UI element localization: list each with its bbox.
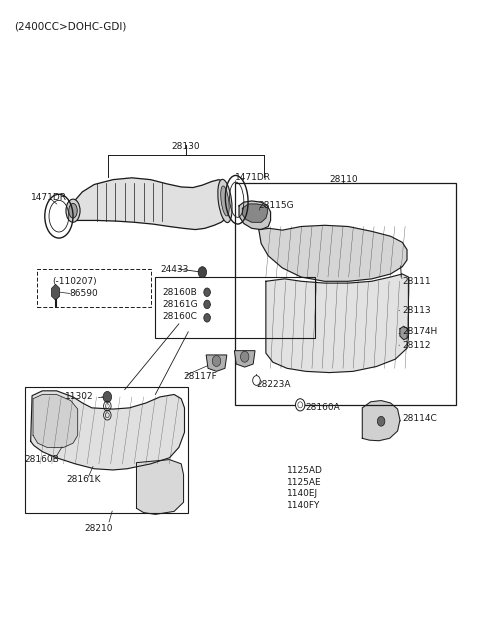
Text: 28110: 28110	[329, 175, 358, 184]
Text: 28161K: 28161K	[66, 475, 100, 484]
Text: 28113: 28113	[402, 306, 431, 315]
Polygon shape	[259, 225, 407, 281]
Ellipse shape	[69, 204, 77, 218]
Circle shape	[103, 391, 111, 402]
Polygon shape	[239, 201, 271, 230]
Polygon shape	[51, 284, 60, 300]
Circle shape	[296, 399, 305, 411]
Polygon shape	[33, 394, 78, 447]
Text: 24433: 24433	[160, 265, 189, 274]
Text: 1471DR: 1471DR	[235, 173, 271, 183]
Text: 1471DR: 1471DR	[31, 193, 67, 202]
Polygon shape	[74, 178, 224, 230]
Polygon shape	[266, 274, 408, 373]
Ellipse shape	[66, 199, 80, 222]
Circle shape	[377, 417, 385, 426]
Text: 28117F: 28117F	[183, 372, 217, 381]
Bar	[235, 183, 456, 405]
Circle shape	[204, 314, 210, 322]
Text: 28115G: 28115G	[259, 201, 294, 211]
Bar	[37, 269, 151, 307]
Text: 11302: 11302	[65, 392, 94, 401]
Circle shape	[204, 300, 210, 309]
Polygon shape	[362, 401, 400, 441]
Circle shape	[212, 356, 221, 366]
Text: 1140EJ: 1140EJ	[287, 489, 318, 498]
Circle shape	[240, 351, 249, 362]
Text: 28223A: 28223A	[256, 379, 291, 389]
Text: 1125AE: 1125AE	[287, 478, 322, 487]
Polygon shape	[136, 460, 183, 514]
Ellipse shape	[218, 179, 232, 222]
Text: 28160C: 28160C	[162, 312, 197, 321]
Text: 28161G: 28161G	[162, 300, 198, 309]
Text: 28114C: 28114C	[402, 414, 437, 423]
Text: 28160B: 28160B	[162, 288, 197, 297]
Bar	[24, 386, 188, 512]
Text: (2400CC>DOHC-GDI): (2400CC>DOHC-GDI)	[14, 22, 127, 32]
Polygon shape	[400, 326, 408, 340]
Text: 28112: 28112	[402, 341, 431, 350]
Text: 28130: 28130	[171, 142, 200, 151]
Polygon shape	[234, 351, 255, 367]
Circle shape	[204, 288, 210, 296]
Text: 1125AD: 1125AD	[287, 466, 323, 475]
Text: (-110207): (-110207)	[52, 277, 96, 286]
Polygon shape	[242, 204, 267, 222]
Text: 1140FY: 1140FY	[287, 501, 321, 510]
Circle shape	[252, 376, 260, 386]
Ellipse shape	[221, 186, 229, 216]
Circle shape	[198, 266, 206, 278]
Text: 28174H: 28174H	[402, 327, 438, 337]
Bar	[156, 277, 315, 338]
Text: 28160B: 28160B	[24, 455, 60, 464]
Text: 28210: 28210	[84, 524, 113, 533]
Polygon shape	[31, 391, 184, 470]
Polygon shape	[206, 355, 227, 371]
Text: 28111: 28111	[402, 277, 431, 286]
Text: 86590: 86590	[70, 289, 98, 298]
Text: 28160A: 28160A	[306, 404, 341, 412]
